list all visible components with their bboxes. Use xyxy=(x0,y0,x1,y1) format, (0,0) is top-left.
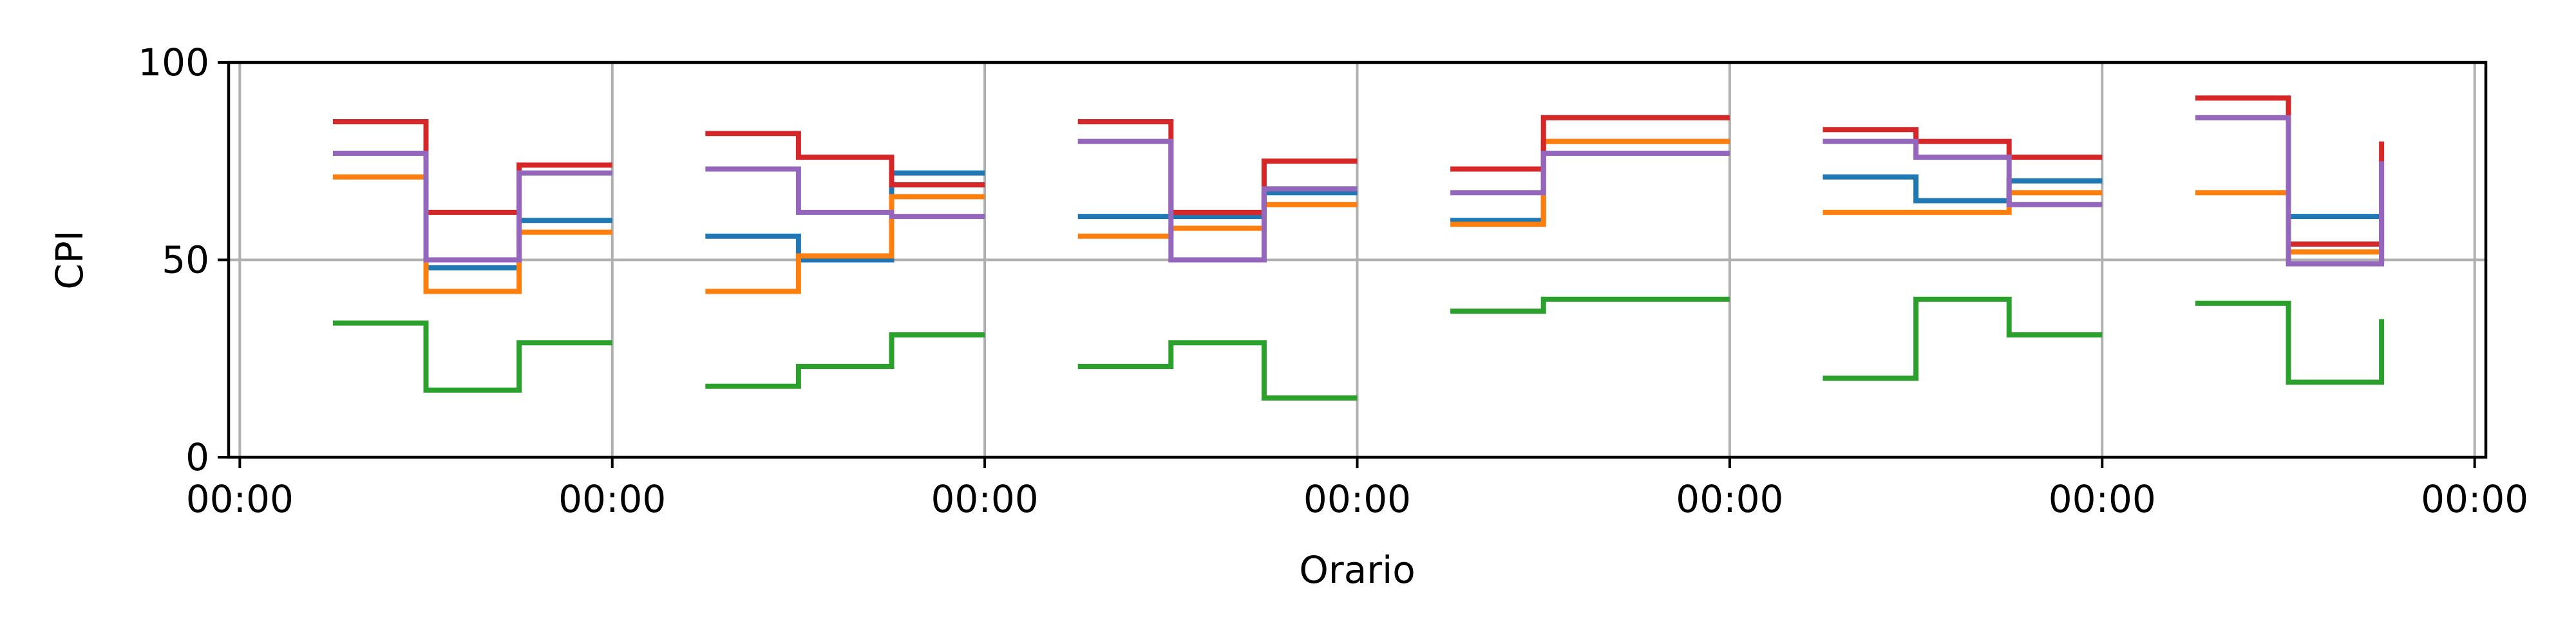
series-2-segment-1 xyxy=(705,332,985,389)
series-4-segment-0 xyxy=(332,151,612,263)
axis-ticks: 00:00 00:00 00:00 00:00 00:00 00:00 00:0005010… xyxy=(138,41,2528,521)
y-tick-label-1: 50 xyxy=(162,238,209,282)
series-1-segment-4 xyxy=(1823,190,2103,215)
x-tick-label-5: 00:00 xyxy=(2049,477,2156,521)
x-axis-label: Orario xyxy=(1299,548,1416,592)
series-1-segment-1 xyxy=(705,194,985,294)
x-tick-label-6: 00:00 xyxy=(2421,477,2528,521)
x-tick-label-3: 00:00 xyxy=(1303,477,1411,521)
series-3-segment-1 xyxy=(705,131,985,187)
y-tick-label-2: 100 xyxy=(138,41,209,84)
series-4-segment-1 xyxy=(705,166,985,220)
x-tick-label-2: 00:00 xyxy=(931,477,1039,521)
series-3-segment-3 xyxy=(1450,115,1730,172)
series-1-segment-0 xyxy=(332,174,612,294)
series-2-segment-0 xyxy=(332,320,612,393)
series-3-segment-0 xyxy=(332,119,612,215)
series-3-segment-4 xyxy=(1823,127,2103,160)
series-2 xyxy=(332,296,2385,401)
series-0-segment-1 xyxy=(705,170,985,263)
series-4 xyxy=(332,115,2385,267)
series-0-segment-4 xyxy=(1823,174,2103,204)
x-tick-label-4: 00:00 xyxy=(1676,477,1783,521)
series-3-segment-2 xyxy=(1077,119,1358,215)
series-1-segment-2 xyxy=(1077,202,1358,239)
series-2-segment-3 xyxy=(1450,296,1730,314)
y-axis-label: CPI xyxy=(48,230,91,290)
series-2-segment-5 xyxy=(2195,300,2385,385)
series-layer xyxy=(332,95,2385,401)
series-4-segment-2 xyxy=(1077,138,1358,263)
y-tick-label-0: 0 xyxy=(185,435,209,479)
series-4-segment-3 xyxy=(1450,151,1730,196)
x-tick-label-1: 00:00 xyxy=(558,477,666,521)
x-tick-label-0: 00:00 xyxy=(186,477,294,521)
series-2-segment-4 xyxy=(1823,296,2103,381)
series-4-segment-4 xyxy=(1823,138,2103,207)
series-2-segment-2 xyxy=(1077,340,1358,401)
series-4-segment-5 xyxy=(2195,115,2385,267)
